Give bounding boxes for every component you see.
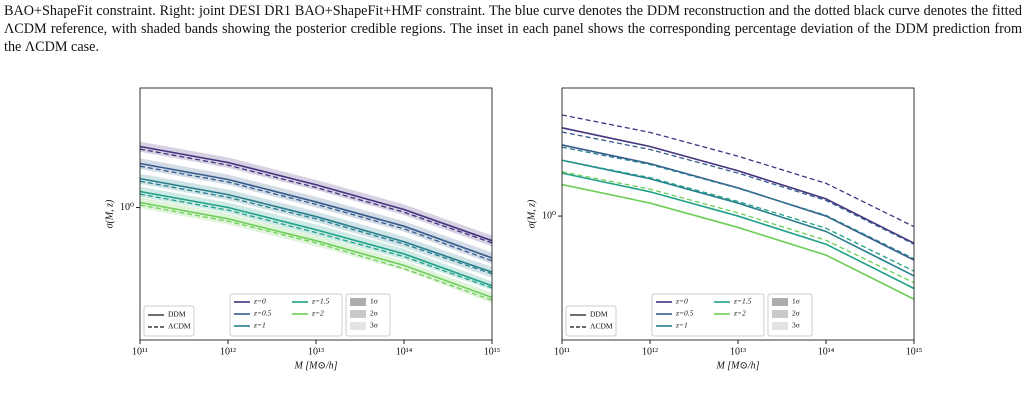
x-tick-label: 10¹²	[220, 346, 236, 357]
legend-label: z=0	[253, 297, 266, 306]
legend-label: z=0.5	[253, 309, 272, 318]
ddm-curve	[561, 183, 915, 300]
legend-box	[651, 293, 765, 337]
legend-box	[143, 305, 195, 337]
legend-label: 1σ	[792, 297, 800, 306]
legend-swatch	[772, 298, 788, 306]
lcdm-curve	[139, 165, 493, 262]
legend-label: ΛCDM	[168, 322, 191, 331]
x-tick-label: 10¹¹	[554, 346, 570, 357]
legend: DDM ΛCDM z=0 z=0.5 z=1 z=1.5 z=2 1σ 2σ 3σ	[565, 293, 813, 337]
x-tick-label: 10¹³	[308, 346, 324, 357]
legend-box	[565, 305, 617, 337]
legend-swatch	[772, 322, 788, 330]
ddm-curve	[561, 172, 915, 290]
legend-label: 2σ	[370, 309, 378, 318]
lcdm-curve	[139, 193, 493, 289]
legend-box	[229, 293, 343, 337]
caption: BAO+ShapeFit constraint. Right: joint DE…	[4, 3, 1022, 55]
legend-label: ΛCDM	[590, 322, 613, 331]
ddm-curve	[139, 201, 493, 299]
lcdm-curve	[139, 180, 493, 275]
legend-label: z=2	[311, 309, 324, 318]
x-axis-label: M [M⊙/h]	[293, 360, 337, 371]
x-tick-label: 10¹⁴	[396, 346, 413, 357]
legend-label: z=1.5	[733, 297, 752, 306]
legend-label: 3σ	[370, 321, 378, 330]
lcdm-curve	[561, 171, 915, 284]
lcdm-curve	[561, 159, 915, 272]
x-tick-label: 10¹⁵	[484, 346, 500, 357]
ddm-curve	[139, 162, 493, 259]
credible-band	[140, 197, 492, 303]
ddm-curve	[561, 127, 915, 244]
lcdm-curve	[139, 204, 493, 301]
legend-label: z=2	[733, 309, 746, 318]
credible-band	[140, 173, 492, 278]
panel: 10¹¹ 10¹² 10¹³ 10¹⁴ 10¹⁵ 10⁰ M [M⊙/h] σ(M, z) DD…	[104, 87, 500, 371]
credible-band	[140, 141, 492, 247]
legend-label: z=0	[675, 297, 688, 306]
y-tick-label: 10⁰	[120, 202, 134, 213]
ddm-curve	[561, 159, 915, 277]
legend-label: z=1.5	[311, 297, 330, 306]
y-axis-label: σ(M, z)	[104, 199, 115, 228]
x-tick-label: 10¹⁴	[818, 346, 835, 357]
legend-label: z=1	[253, 321, 266, 330]
lcdm-curve	[139, 148, 493, 244]
credible-band	[140, 158, 492, 264]
x-tick-label: 10¹³	[730, 346, 746, 357]
legend: DDM ΛCDM z=0 z=0.5 z=1 z=1.5 z=2 1σ 2σ 3σ	[143, 293, 391, 337]
lcdm-curve	[561, 146, 915, 260]
legend-label: 3σ	[792, 321, 800, 330]
legend-label: DDM	[168, 310, 186, 319]
y-axis-label: σ(M, z)	[526, 199, 537, 228]
x-tick-label: 10¹²	[642, 346, 658, 357]
legend-label: DDM	[590, 310, 608, 319]
y-tick-label: 10⁰	[542, 210, 556, 221]
x-tick-label: 10¹¹	[132, 346, 148, 357]
x-tick-label: 10¹⁵	[906, 346, 922, 357]
lcdm-curve	[561, 114, 915, 228]
credible-band	[140, 186, 492, 291]
legend-label: 2σ	[792, 309, 800, 318]
legend-swatch	[772, 310, 788, 318]
legend-label: z=0.5	[675, 309, 694, 318]
legend-label: z=1	[675, 321, 688, 330]
x-axis-label: M [M⊙/h]	[715, 360, 759, 371]
legend-swatch	[350, 298, 366, 306]
legend-swatch	[350, 310, 366, 318]
panel: 10¹¹ 10¹² 10¹³ 10¹⁴ 10¹⁵ 10⁰ M [M⊙/h] σ(M, z) DD…	[526, 87, 922, 371]
ddm-curve	[139, 177, 493, 273]
ddm-curve	[139, 190, 493, 287]
lcdm-curve	[561, 131, 915, 245]
legend-label: 1σ	[370, 297, 378, 306]
legend-swatch	[350, 322, 366, 330]
ddm-curve	[139, 145, 493, 242]
